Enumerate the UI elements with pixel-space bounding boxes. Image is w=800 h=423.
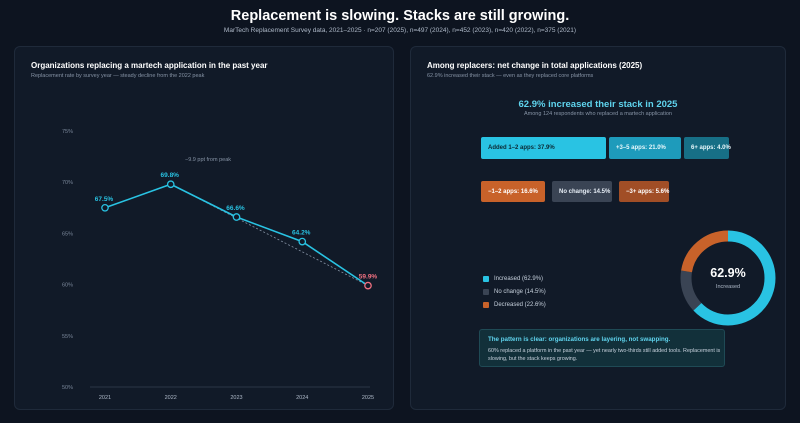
donut-center-value: 62.9% (710, 266, 745, 280)
x-tick-label: 2025 (362, 395, 374, 401)
page-title: Replacement is slowing. Stacks are still… (230, 8, 570, 24)
y-tick-label: 60% (62, 283, 73, 289)
stack-change-title: Among replacers: net change in total app… (427, 61, 643, 70)
page-subtitle: MarTech Replacement Survey data, 2021–20… (223, 27, 577, 34)
y-tick-label: 75% (62, 129, 73, 135)
tile-added-3-5: +3–5 apps: 21.0% (609, 137, 681, 159)
tile-removed-1-2: −1–2 apps: 16.6% (481, 181, 545, 202)
donut-slice-no-change (680, 230, 776, 326)
legend-increased: Increased (62.9%) (483, 276, 543, 282)
callout-title: The pattern is clear: organizations are … (488, 336, 671, 343)
x-tick-label: 2022 (165, 395, 177, 401)
line-chart-panel: Organizations replacing a martech applic… (14, 46, 394, 410)
line-chart-subtitle: Replacement rate by survey year — steady… (31, 73, 205, 79)
legend-label-no-change: No change (14.5%) (494, 289, 546, 295)
tile-no-change: No change: 14.5% (552, 181, 612, 202)
line-chart: −9.9 ppt from peak 50% 55% 60% 65% 70% 75% 202… (62, 129, 378, 401)
callout-body: 60% replaced a platform in the past year… (488, 348, 721, 362)
y-tick-label: 70% (62, 180, 73, 186)
legend-decreased: Decreased (22.6%) (483, 302, 546, 308)
legend-swatch-increased (483, 276, 489, 282)
data-label: 67.5% (95, 196, 114, 203)
y-tick-label: 65% (62, 231, 73, 237)
tile-added-1-2: Added 1–2 apps: 37.9% (481, 137, 606, 159)
x-tick-label: 2023 (230, 395, 242, 401)
y-tick-label: 50% (62, 385, 73, 391)
line-chart-title: Organizations replacing a martech applic… (31, 61, 268, 70)
donut-center-label: Increased (716, 284, 740, 290)
stack-headline: 62.9% increased their stack in 2025 (518, 99, 678, 110)
data-label: 64.2% (292, 230, 311, 237)
stack-change-panel: Among replacers: net change in total app… (410, 46, 786, 410)
x-tick-label: 2021 (99, 395, 111, 401)
data-point (298, 237, 307, 246)
tile-added-6-plus: 6+ apps: 4.0% (684, 137, 731, 159)
data-label: 59.9% (359, 274, 378, 281)
stack-headline-sub: Among 124 respondents who replaced a mar… (524, 111, 672, 117)
x-tick-label: 2024 (296, 395, 308, 401)
data-point (232, 213, 241, 221)
y-tick-label: 55% (62, 334, 73, 340)
stack-change-subtitle: 62.9% increased their stack — even as th… (427, 73, 594, 79)
data-point (364, 281, 372, 290)
peak-annotation: −9.9 ppt from peak (185, 157, 231, 163)
data-label: 66.6% (226, 205, 245, 212)
donut-slice-decreased (680, 230, 776, 326)
legend-label-increased: Increased (62.9%) (494, 276, 544, 282)
donut-chart: 62.9% Increased (680, 230, 776, 326)
insight-callout: The pattern is clear: organizations are … (479, 329, 725, 367)
legend-swatch-no-change (483, 289, 489, 295)
legend-label-decreased: Decreased (22.6%) (494, 302, 546, 308)
series-line (104, 183, 369, 287)
data-label: 69.8% (161, 172, 180, 179)
tile-removed-3-plus: −3+ apps: 5.6% (619, 181, 669, 202)
data-point (166, 180, 175, 189)
legend-swatch-decreased (483, 302, 489, 308)
data-point (101, 203, 109, 212)
legend-no-change: No change (14.5%) (483, 289, 546, 295)
